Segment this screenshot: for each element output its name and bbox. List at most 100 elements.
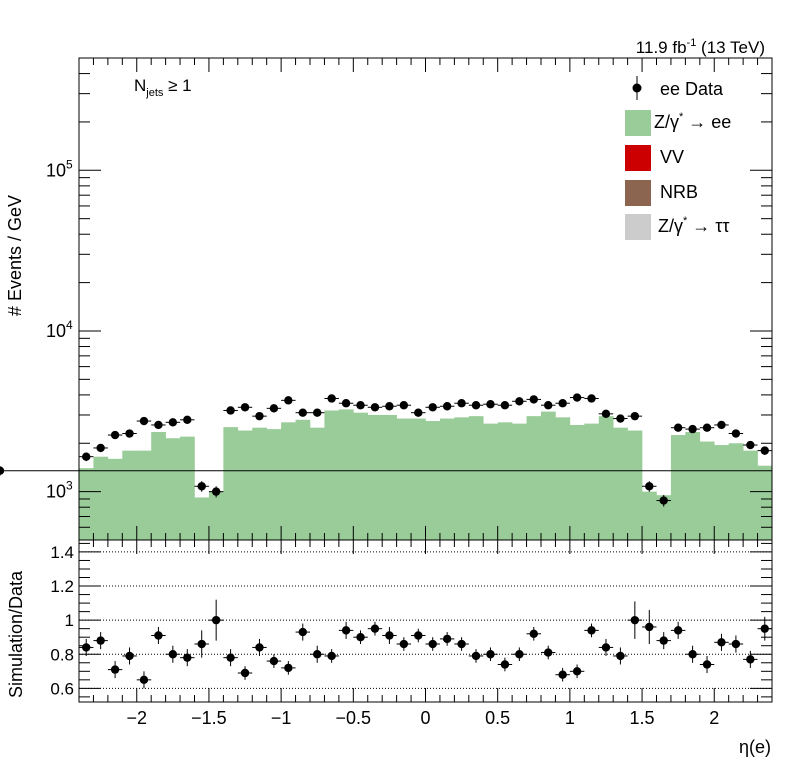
x-tick-label: 1 (565, 708, 575, 728)
mc-bar (338, 409, 354, 540)
data-point (180, 415, 195, 424)
mc-bar (396, 418, 412, 540)
ratio-point (79, 638, 94, 656)
data-point (454, 399, 469, 408)
ratio-point (338, 621, 354, 639)
ratio-marker (529, 629, 538, 638)
mc-bar (324, 410, 340, 540)
mc-bar (743, 450, 758, 540)
legend-entry-zgamma-tautau: Z/γ* → ττ (625, 214, 730, 240)
data-point (151, 420, 166, 430)
x-axis-label: η(e) (739, 737, 771, 757)
data-marker (442, 402, 452, 411)
ratio-marker (341, 626, 351, 635)
mc-bar (728, 443, 744, 540)
ratio-marker (96, 636, 105, 645)
data-marker (298, 408, 307, 417)
ratio-point (266, 654, 282, 668)
data-point (555, 399, 570, 408)
data-marker (399, 401, 409, 410)
svg-text:Z/γ* → ττ: Z/γ* → ττ (658, 215, 730, 236)
mc-bar (266, 429, 282, 540)
ratio-marker (587, 626, 596, 635)
ratio-plot-frame (78, 539, 773, 703)
data-point (165, 418, 181, 427)
mc-bar (136, 450, 152, 540)
data-marker (659, 496, 668, 505)
ratio-marker (168, 650, 178, 659)
ratio-point (642, 609, 657, 645)
ratio-point (497, 657, 513, 672)
legend: ee Data Z/γ* → ee VV NRB Z/γ* → ττ (625, 76, 731, 240)
mc-bar (353, 412, 369, 540)
mc-bar (670, 435, 686, 540)
ratio-point (526, 626, 541, 641)
data-point (136, 416, 152, 426)
ratio-marker (197, 639, 206, 649)
ratio-point (699, 655, 715, 674)
data-point (642, 481, 657, 492)
ratio-plot-panel: 0.6 0.8 1 1.2 1.4 −2 −1.5 −1 −0.5 0 0.5 1 1.5 2 (50, 539, 773, 728)
mc-bar (497, 422, 513, 540)
data-marker (587, 394, 596, 403)
ratio-marker (601, 643, 611, 652)
data-marker (731, 429, 741, 438)
mc-bar (425, 421, 441, 540)
legend-entry-nrb: NRB (625, 180, 698, 206)
mc-bar (656, 495, 672, 540)
ratio-point (93, 632, 108, 650)
zgamma-ee-histogram (79, 409, 773, 540)
ratio-marker (298, 627, 307, 637)
mc-bar (541, 411, 556, 540)
ratio-marker (183, 653, 192, 662)
ratio-point (627, 601, 643, 639)
data-point (483, 400, 498, 409)
data-point (569, 393, 585, 402)
ratio-marker (269, 656, 279, 666)
ratio-axis-ticks (78, 540, 773, 702)
data-point (497, 401, 513, 410)
ratio-point (454, 637, 469, 651)
data-point (439, 402, 455, 411)
ratio-marker (471, 651, 481, 661)
ratio-points (79, 599, 772, 689)
ratio-point (613, 647, 628, 665)
mc-bar (642, 491, 657, 540)
data-marker (226, 406, 235, 415)
ratio-point (223, 649, 238, 667)
ratio-y-tick-label: 0.6 (50, 679, 74, 698)
ratio-marker (284, 663, 293, 673)
x-tick-label: −2 (126, 708, 147, 728)
data-point (598, 409, 614, 419)
data-marker (558, 399, 567, 408)
data-point (367, 403, 383, 412)
data-marker (515, 397, 524, 406)
ratio-point (165, 645, 181, 663)
data-marker (154, 420, 163, 430)
ratio-marker (414, 631, 423, 640)
data-point (194, 481, 209, 492)
data-point (425, 403, 440, 412)
ratio-marker (486, 650, 495, 659)
data-marker (313, 408, 322, 417)
ratio-point (670, 621, 686, 639)
ratio-marker (428, 639, 437, 649)
mc-bar (555, 417, 571, 540)
ratio-point (396, 637, 412, 651)
ratio-point (728, 635, 744, 653)
ratio-point (656, 632, 671, 650)
x-tick-label: −1 (271, 708, 292, 728)
ratio-point (136, 671, 152, 689)
data-marker (255, 411, 264, 421)
main-y-axis-label: # Events / GeV (5, 195, 25, 316)
mc-bar (439, 418, 455, 540)
ratio-marker (702, 660, 712, 669)
data-point (237, 403, 253, 412)
data-marker (414, 408, 423, 417)
ratio-marker (515, 650, 524, 659)
ratio-point (295, 623, 310, 641)
mc-bar (252, 427, 267, 540)
ratio-point (281, 661, 296, 675)
data-marker (356, 401, 365, 410)
